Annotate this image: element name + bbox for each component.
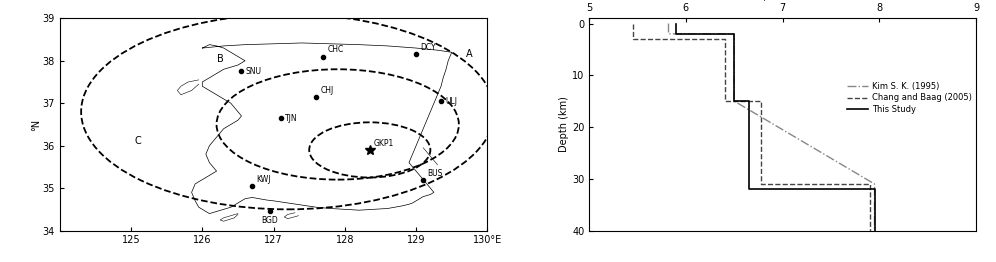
Legend: Kim S. K. (1995), Chang and Baag (2005), This Study: Kim S. K. (1995), Chang and Baag (2005),… [847, 82, 972, 114]
This Study [743, 100, 755, 103]
This Study [728, 100, 740, 103]
Text: GKP1: GKP1 [374, 139, 394, 148]
Text: B: B [217, 54, 223, 64]
Text: ULJ: ULJ [445, 97, 457, 106]
This Study [869, 188, 880, 191]
Text: CHC: CHC [328, 45, 344, 54]
Text: DCY: DCY [420, 43, 436, 52]
Line: This Study: This Study [676, 24, 874, 231]
Chang and Baag (2005) [626, 37, 638, 41]
Chang and Baag (2005) [626, 22, 638, 25]
Line: Chang and Baag (2005): Chang and Baag (2005) [632, 24, 870, 231]
Text: CHJ: CHJ [321, 86, 334, 95]
Chang and Baag (2005) [864, 182, 875, 185]
Text: BGD: BGD [262, 216, 278, 225]
X-axis label: V$_p$ (km/s): V$_p$ (km/s) [756, 0, 809, 5]
This Study [728, 32, 740, 35]
Kim S. K. (1995) [869, 182, 880, 185]
Chang and Baag (2005) [719, 37, 731, 41]
Kim S. K. (1995) [662, 22, 674, 25]
This Study [670, 22, 682, 25]
Text: KWJ: KWJ [256, 175, 271, 184]
Kim S. K. (1995) [728, 100, 740, 103]
Text: C: C [134, 137, 141, 146]
Text: TJN: TJN [285, 114, 298, 123]
Chang and Baag (2005) [755, 182, 767, 185]
Y-axis label: Depth (km): Depth (km) [559, 96, 569, 152]
Kim S. K. (1995) [728, 32, 740, 35]
Text: A: A [466, 50, 473, 59]
This Study [670, 32, 682, 35]
Line: Kim S. K. (1995): Kim S. K. (1995) [668, 24, 874, 231]
Chang and Baag (2005) [864, 229, 875, 232]
Chang and Baag (2005) [719, 100, 731, 103]
Kim S. K. (1995) [728, 100, 740, 103]
This Study [869, 229, 880, 232]
Text: SNU: SNU [246, 67, 262, 76]
Kim S. K. (1995) [869, 229, 880, 232]
Kim S. K. (1995) [662, 32, 674, 35]
Text: BUS: BUS [427, 168, 443, 177]
Y-axis label: °N: °N [31, 118, 41, 130]
Chang and Baag (2005) [755, 100, 767, 103]
This Study [743, 188, 755, 191]
